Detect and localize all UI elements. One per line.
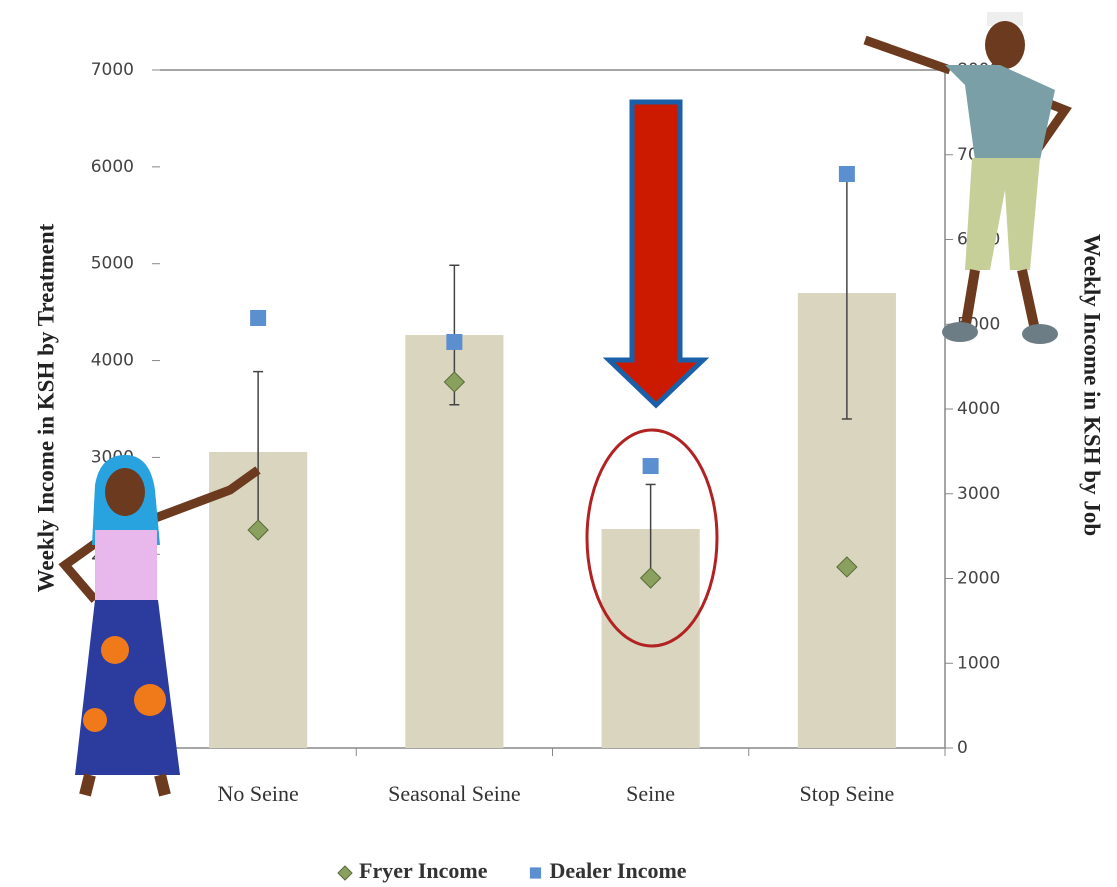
y2-tick-label: 3000 xyxy=(957,484,1000,504)
y-tick-label: 4000 xyxy=(91,351,134,371)
y2-axis-label: Weekly Income in KSH by Job xyxy=(1080,234,1105,536)
legend-label: Fryer Income xyxy=(359,858,488,883)
square-marker xyxy=(838,165,855,182)
y2-tick-label: 4000 xyxy=(957,399,1000,419)
square-marker xyxy=(529,867,542,879)
y-tick-label: 7000 xyxy=(91,60,134,80)
y2-tick-label: 1000 xyxy=(957,653,1000,673)
square-marker xyxy=(250,309,267,326)
square-marker xyxy=(642,458,659,475)
diamond-marker xyxy=(247,519,269,541)
x-tick-label: No Seine xyxy=(217,781,298,806)
diamond-marker xyxy=(443,371,466,393)
y-axis-label: Weekly Income in KSH by Treatment xyxy=(33,223,58,592)
y-tick-label: 5000 xyxy=(91,254,134,274)
square-marker xyxy=(446,333,463,350)
y2-tick-label: 0 xyxy=(957,738,968,758)
y2-tick-label: 2000 xyxy=(957,569,1000,589)
diamond-marker xyxy=(337,865,353,881)
legend-label: Dealer Income xyxy=(550,858,687,883)
y-tick-label: 6000 xyxy=(91,157,134,177)
arrow xyxy=(602,99,710,409)
x-tick-label: Seasonal Seine xyxy=(388,781,521,806)
woman-figure xyxy=(58,455,261,797)
x-tick-label: Stop Seine xyxy=(800,781,895,806)
man-figure xyxy=(863,12,1072,344)
highlight-ellipse xyxy=(585,428,719,648)
x-tick-label: Seine xyxy=(626,781,675,806)
diamond-marker xyxy=(836,556,858,578)
diamond-marker xyxy=(639,567,662,589)
